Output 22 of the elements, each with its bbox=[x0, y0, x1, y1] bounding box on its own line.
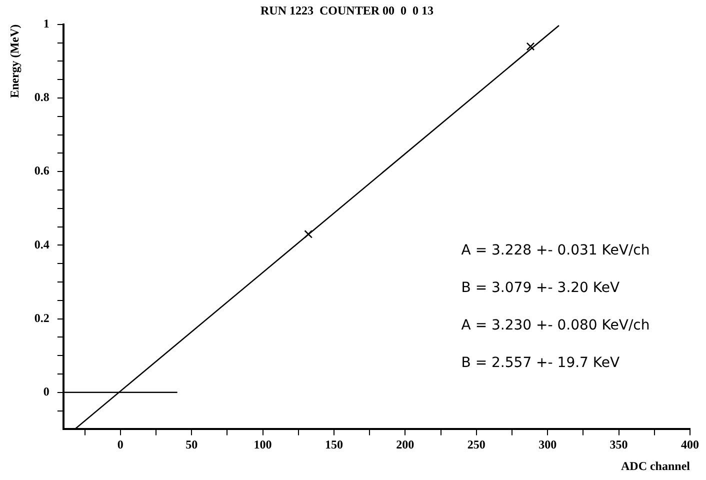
y-axis-title: Energy (MeV) bbox=[7, 24, 22, 98]
x-tick-label: 250 bbox=[467, 437, 486, 452]
x-tick-label: 200 bbox=[396, 437, 414, 452]
x-tick-label: 150 bbox=[324, 437, 343, 452]
y-tick-label: 0 bbox=[43, 384, 50, 398]
x-tick-label: 400 bbox=[681, 437, 699, 452]
annotation: B = 2.557 +- 19.7 KeV bbox=[461, 355, 620, 372]
x-tick-label: 300 bbox=[538, 437, 557, 452]
x-axis-title: ADC channel bbox=[620, 458, 691, 473]
annotation: A = 3.230 +- 0.080 KeV/ch bbox=[461, 318, 650, 334]
x-tick-label: 100 bbox=[254, 437, 272, 452]
annotation: B = 3.079 +- 3.20 KeV bbox=[461, 280, 620, 296]
y-tick-label: 0.2 bbox=[34, 310, 50, 325]
chart-title: RUN 1223 COUNTER 00 0 0 13 bbox=[260, 3, 434, 18]
y-tick-label: 0.6 bbox=[34, 164, 50, 178]
x-tick-label: 0 bbox=[117, 437, 124, 452]
x-tick-label: 50 bbox=[186, 437, 198, 452]
y-tick-label: 0.4 bbox=[34, 237, 50, 252]
annotation: A = 3.228 +- 0.031 KeV/ch bbox=[461, 242, 650, 259]
y-tick-label: 1 bbox=[43, 16, 50, 30]
y-tick-label: 0.8 bbox=[34, 90, 50, 104]
x-tick-label: 350 bbox=[610, 437, 628, 452]
